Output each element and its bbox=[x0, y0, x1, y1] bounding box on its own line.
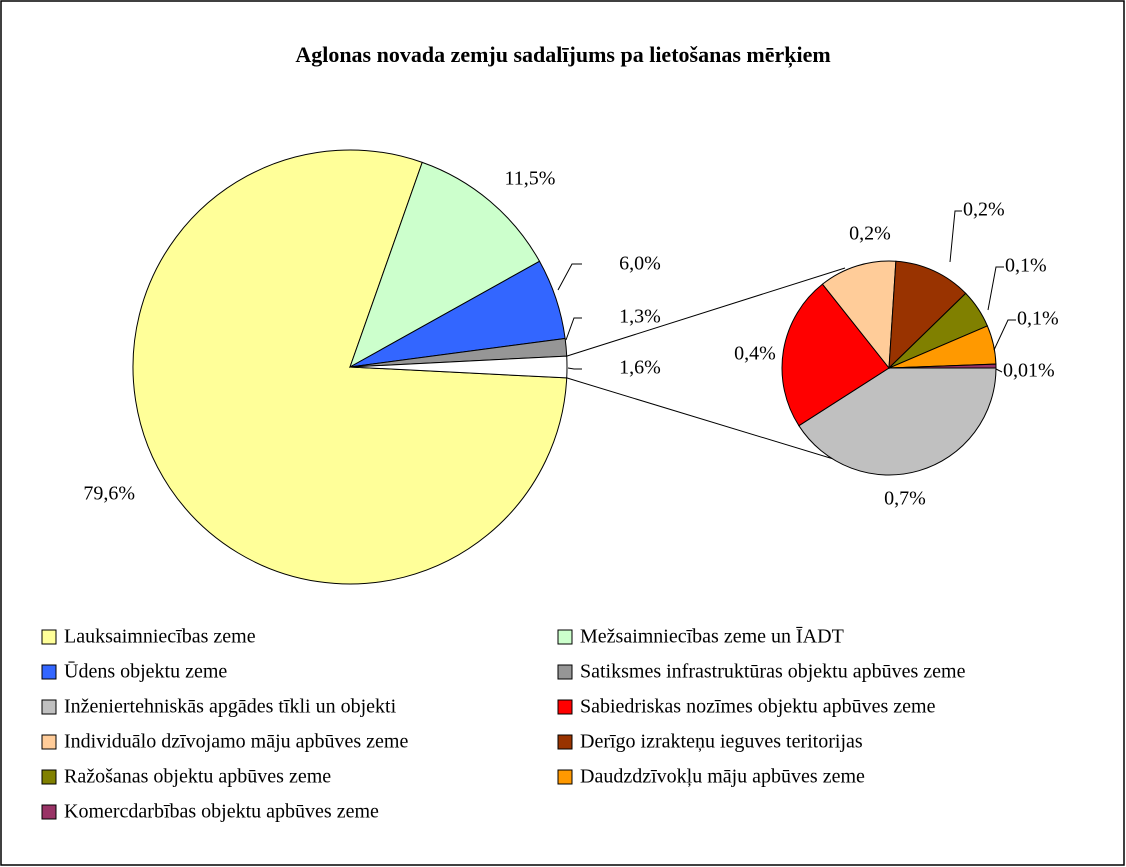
legend-label: Ražošanas objektu apbūves zeme bbox=[64, 766, 331, 788]
data-label: 1,3% bbox=[619, 306, 661, 328]
pie-slice bbox=[781, 283, 890, 427]
data-label: 11,5% bbox=[505, 168, 556, 190]
data-label: 1,6% bbox=[619, 357, 661, 379]
connector-line bbox=[566, 267, 846, 357]
legend-label: Lauksaimniecības zeme bbox=[64, 626, 256, 648]
legend-label: Mežsaimniecības zeme un ĪADT bbox=[580, 626, 844, 648]
legend-swatch bbox=[41, 804, 57, 820]
legend-swatch bbox=[41, 769, 57, 785]
leader-line bbox=[995, 368, 1003, 373]
data-label: 0,2% bbox=[849, 223, 891, 245]
data-label: 0,1% bbox=[1017, 308, 1059, 330]
legend-swatch bbox=[557, 629, 573, 645]
pie-slice bbox=[349, 161, 541, 369]
legend-swatch bbox=[557, 734, 573, 750]
legend-label: Daudzdzīvokļu māju apbūves zeme bbox=[580, 766, 865, 788]
legend-swatch bbox=[557, 699, 573, 715]
legend-label: Sabiedriskas nozīmes objektu apbūves zem… bbox=[580, 696, 936, 718]
pie-slice bbox=[821, 260, 897, 370]
legend-swatch bbox=[41, 734, 57, 750]
data-label: 79,6% bbox=[83, 483, 135, 505]
legend-label: Komercdarbības objektu apbūves zeme bbox=[64, 801, 379, 823]
legend-swatch bbox=[41, 629, 57, 645]
leader-line bbox=[987, 266, 1004, 311]
pie-slice bbox=[888, 260, 967, 370]
legend-swatch bbox=[557, 664, 573, 680]
legend-label: Individuālo dzīvojamo māju apbūves zeme bbox=[64, 731, 408, 753]
chart-title: Aglonas novada zemju sadalījums pa lieto… bbox=[295, 42, 830, 68]
data-label: 0,4% bbox=[734, 343, 776, 365]
leader-line bbox=[557, 263, 582, 291]
data-label: 0,7% bbox=[884, 488, 926, 510]
data-label: 0,2% bbox=[963, 199, 1005, 221]
pie-slice bbox=[888, 363, 997, 369]
legend-swatch bbox=[557, 769, 573, 785]
data-label: 0,01% bbox=[1003, 360, 1055, 382]
legend-swatch bbox=[41, 699, 57, 715]
legend-swatch bbox=[41, 664, 57, 680]
data-label: 6,0% bbox=[619, 253, 661, 275]
legend-label: Derīgo izrakteņu ieguves teritorijas bbox=[580, 731, 863, 753]
leader-line bbox=[993, 319, 1016, 351]
leader-line bbox=[949, 210, 962, 263]
legend-label: Inženiertehniskās apgādes tīkli un objek… bbox=[64, 696, 397, 718]
legend-label: Satiksmes infrastruktūras objektu apbūve… bbox=[580, 661, 966, 683]
pie-slice-other bbox=[349, 355, 568, 379]
leader-line bbox=[565, 317, 582, 341]
legend-label: Ūdens objektu zeme bbox=[64, 661, 227, 683]
leader-line bbox=[567, 367, 582, 370]
data-label: 0,1% bbox=[1005, 255, 1047, 277]
